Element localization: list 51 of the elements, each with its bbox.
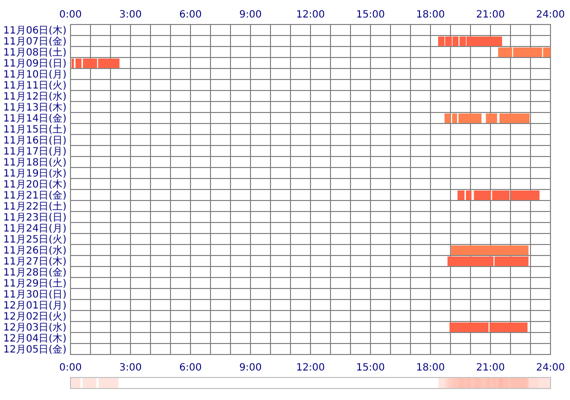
y-tick-label: 11月29日(土)	[3, 278, 67, 290]
y-tick-label: 11月15日(土)	[3, 124, 67, 136]
x-tick-label: 12:00	[296, 10, 325, 20]
x-tick-label: 15:00	[356, 10, 385, 20]
y-tick-label: 11月10日(月)	[3, 70, 67, 81]
y-tick-label: 11月27日(木)	[3, 256, 67, 268]
x-tick-label: 18:00	[416, 10, 445, 20]
y-tick-label: 11月13日(木)	[3, 102, 67, 114]
x2-tick-label: 18:00	[416, 362, 445, 374]
y-tick-label: 12月05日(金)	[3, 344, 67, 356]
y-tick-label: 11月06日(木)	[3, 24, 67, 37]
x2-tick-label: 0:00	[59, 362, 82, 374]
x2-tick-label: 9:00	[239, 362, 262, 374]
y-tick-label: 12月01日(月)	[3, 300, 67, 312]
y-tick-label: 11月16日(日)	[3, 136, 67, 147]
y-tick-label: 12月04日(木)	[3, 332, 67, 345]
y-tick-label: 11月09日(日)	[3, 58, 67, 70]
y-tick-label: 11月25日(火)	[3, 234, 67, 246]
y-tick-label: 11月26日(水)	[3, 244, 67, 257]
y-tick-label: 11月07日(金)	[3, 36, 67, 48]
y-tick-label: 12月02日(火)	[3, 310, 67, 323]
x2-tick-label: 21:00	[476, 362, 505, 374]
y-tick-label: 11月30日(日)	[3, 290, 67, 301]
y-tick-label: 11月22日(土)	[3, 200, 67, 213]
y-tick-label: 11月19日(水)	[3, 168, 67, 180]
x-tick-label: 6:00	[179, 10, 202, 20]
y-tick-label: 11月20日(木)	[3, 178, 67, 191]
x2-tick-label: 24:00	[536, 362, 565, 374]
x-tick-label: 0:00	[59, 10, 82, 20]
bar	[451, 246, 528, 255]
x-tick-label: 9:00	[239, 10, 262, 20]
x2-tick-label: 3:00	[119, 362, 142, 374]
x-tick-label: 24:00	[536, 10, 565, 20]
x2-tick-label: 12:00	[296, 362, 325, 374]
x-tick-label: 21:00	[476, 10, 505, 20]
y-tick-label: 11月17日(月)	[3, 146, 67, 158]
y-tick-label: 11月18日(火)	[3, 156, 67, 169]
bar	[486, 114, 498, 123]
y-tick-label: 11月21日(金)	[3, 190, 67, 202]
bar	[500, 114, 530, 123]
x2-tick-label: 15:00	[356, 362, 385, 374]
x2-tick-label: 6:00	[179, 362, 202, 374]
y-tick-label: 12月03日(水)	[3, 322, 67, 334]
y-tick-label: 11月08日(土)	[3, 46, 67, 59]
y-tick-label: 11月24日(月)	[3, 224, 67, 235]
y-tick-label: 11月28日(金)	[3, 266, 67, 279]
x-tick-label: 3:00	[119, 10, 142, 20]
y-tick-label: 11月14日(金)	[3, 112, 67, 125]
y-tick-label: 11月12日(水)	[3, 90, 67, 103]
y-tick-label: 11月23日(日)	[3, 212, 67, 224]
y-tick-label: 11月11日(火)	[3, 80, 67, 92]
